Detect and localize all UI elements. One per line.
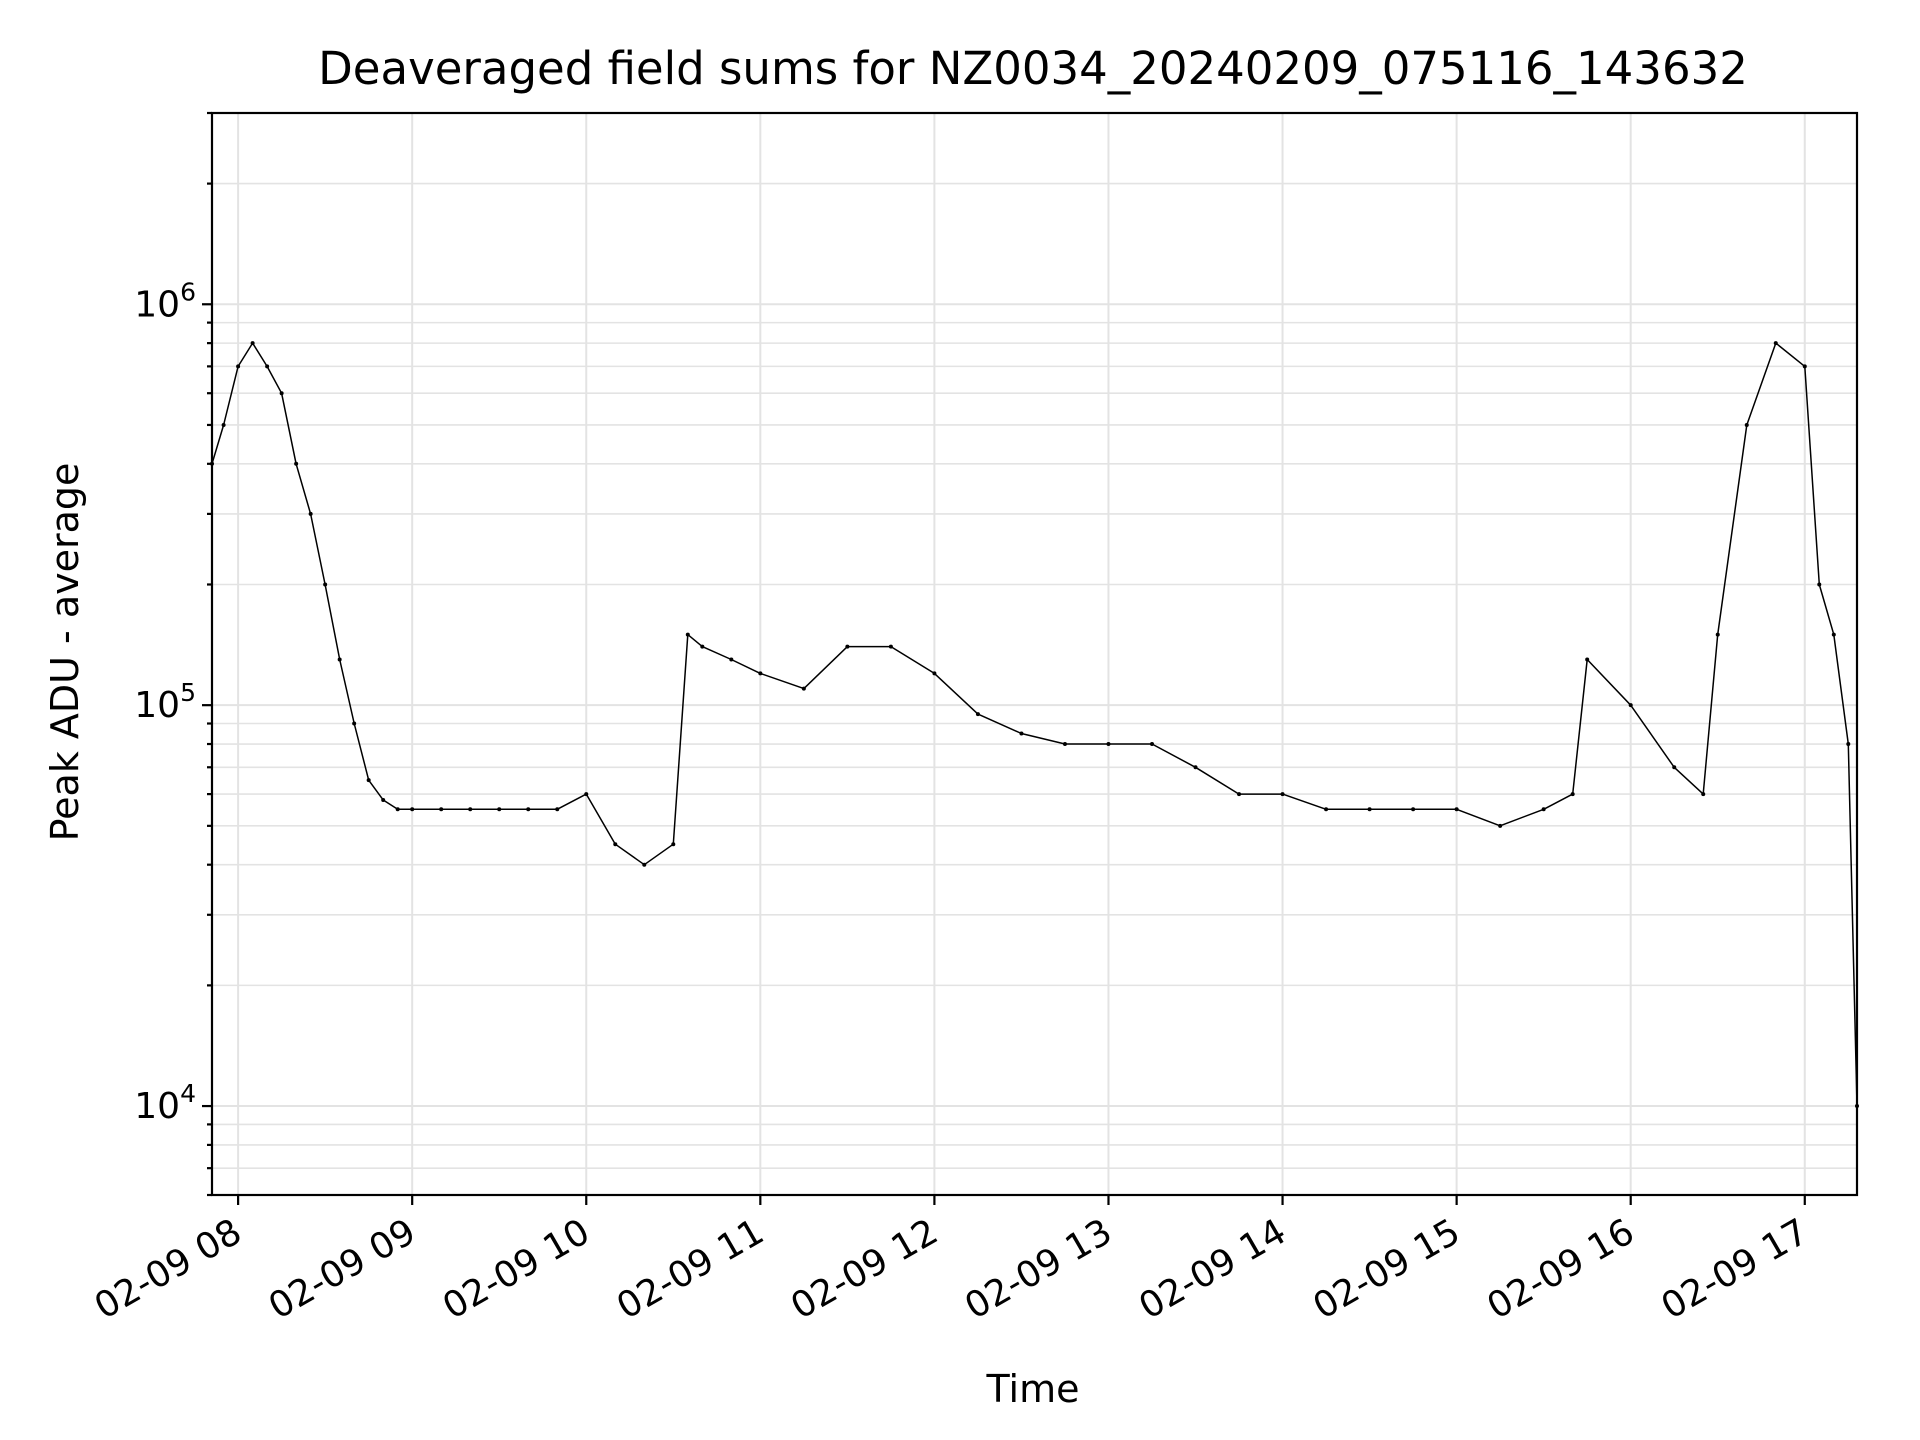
y-axis-ticks: 104 105 106 [134,111,212,1197]
y-axis-label: Peak ADU - average [43,463,87,842]
y-tick-label: 106 [134,277,196,325]
series-layer [210,341,1859,1109]
y-tick-label: 105 [134,678,196,726]
x-axis-label: Time [986,1367,1080,1411]
series-line [211,342,1858,1107]
y-tick-label: 104 [134,1079,196,1127]
plot-frame [210,111,1859,1197]
grid [212,112,1857,1196]
chart-title: Deaveraged field sums for NZ0034_2024020… [318,42,1748,95]
